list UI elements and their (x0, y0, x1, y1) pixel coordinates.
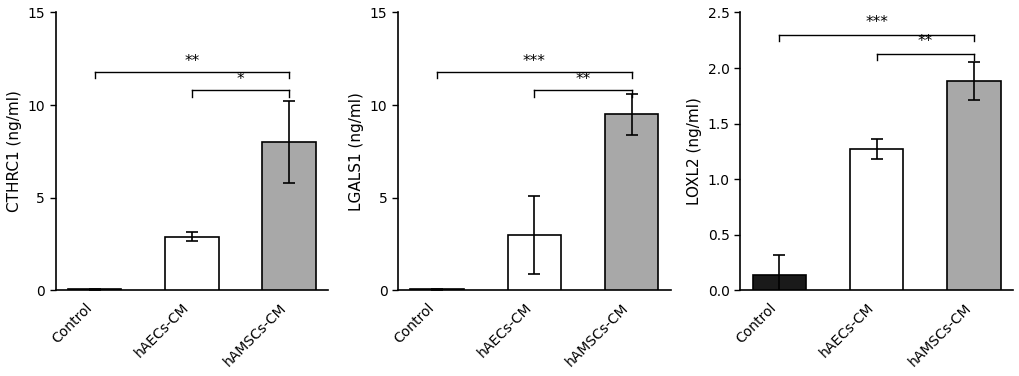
Bar (752, 275, 805, 290)
Text: **: ** (184, 54, 200, 69)
Bar (849, 149, 903, 290)
Bar (947, 81, 1000, 290)
Bar (262, 142, 316, 290)
Bar (165, 237, 218, 290)
Text: **: ** (917, 34, 932, 49)
Bar (604, 114, 657, 290)
Bar (507, 235, 560, 290)
Text: ***: *** (864, 15, 888, 30)
Text: *: * (236, 73, 245, 88)
Y-axis label: LGALS1 (ng/ml): LGALS1 (ng/ml) (348, 92, 364, 211)
Text: ***: *** (523, 54, 545, 69)
Text: **: ** (575, 73, 590, 88)
Y-axis label: CTHRC1 (ng/ml): CTHRC1 (ng/ml) (7, 91, 22, 212)
Y-axis label: LOXL2 (ng/ml): LOXL2 (ng/ml) (687, 97, 702, 205)
